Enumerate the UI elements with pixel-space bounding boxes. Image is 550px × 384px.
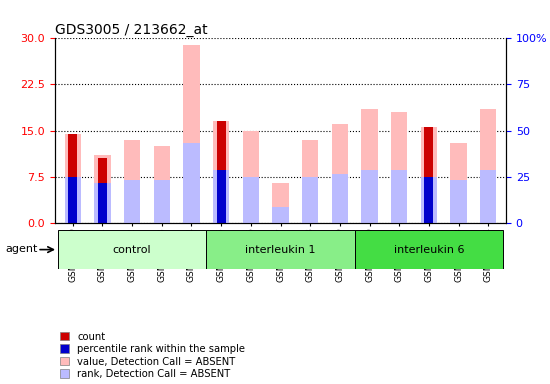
Bar bbox=[217, 121, 226, 223]
Bar bbox=[391, 112, 408, 223]
Bar bbox=[183, 143, 200, 223]
Bar bbox=[302, 140, 318, 223]
Text: GDS3005 / 213662_at: GDS3005 / 213662_at bbox=[55, 23, 208, 37]
Bar bbox=[421, 127, 437, 223]
Bar bbox=[94, 155, 111, 223]
Text: interleukin 1: interleukin 1 bbox=[245, 245, 316, 255]
Bar bbox=[272, 207, 289, 223]
Bar bbox=[332, 174, 348, 223]
Legend: count, percentile rank within the sample, value, Detection Call = ABSENT, rank, : count, percentile rank within the sample… bbox=[60, 331, 245, 379]
Bar bbox=[217, 170, 226, 223]
Text: control: control bbox=[113, 245, 151, 255]
Bar bbox=[94, 183, 111, 223]
Bar bbox=[302, 177, 318, 223]
Bar bbox=[98, 183, 107, 223]
Bar bbox=[391, 170, 408, 223]
Bar bbox=[65, 177, 81, 223]
Bar bbox=[98, 158, 107, 223]
Bar bbox=[355, 230, 503, 269]
Bar bbox=[243, 131, 259, 223]
Bar bbox=[332, 124, 348, 223]
Bar bbox=[206, 230, 355, 269]
Bar bbox=[58, 230, 206, 269]
Bar bbox=[153, 146, 170, 223]
Bar bbox=[124, 180, 140, 223]
Text: agent: agent bbox=[6, 244, 38, 254]
Bar bbox=[65, 134, 81, 223]
Bar bbox=[425, 177, 433, 223]
Bar bbox=[213, 170, 229, 223]
Bar bbox=[243, 177, 259, 223]
Bar bbox=[480, 109, 496, 223]
Text: interleukin 6: interleukin 6 bbox=[394, 245, 464, 255]
Bar bbox=[68, 134, 78, 223]
Bar bbox=[421, 177, 437, 223]
Bar bbox=[480, 170, 496, 223]
Bar bbox=[272, 183, 289, 223]
Bar bbox=[183, 45, 200, 223]
Bar bbox=[361, 109, 378, 223]
Bar bbox=[450, 180, 467, 223]
Bar bbox=[68, 177, 78, 223]
Bar bbox=[425, 127, 433, 223]
Bar bbox=[153, 180, 170, 223]
Bar bbox=[450, 143, 467, 223]
Bar bbox=[124, 140, 140, 223]
Bar bbox=[361, 170, 378, 223]
Bar bbox=[213, 121, 229, 223]
